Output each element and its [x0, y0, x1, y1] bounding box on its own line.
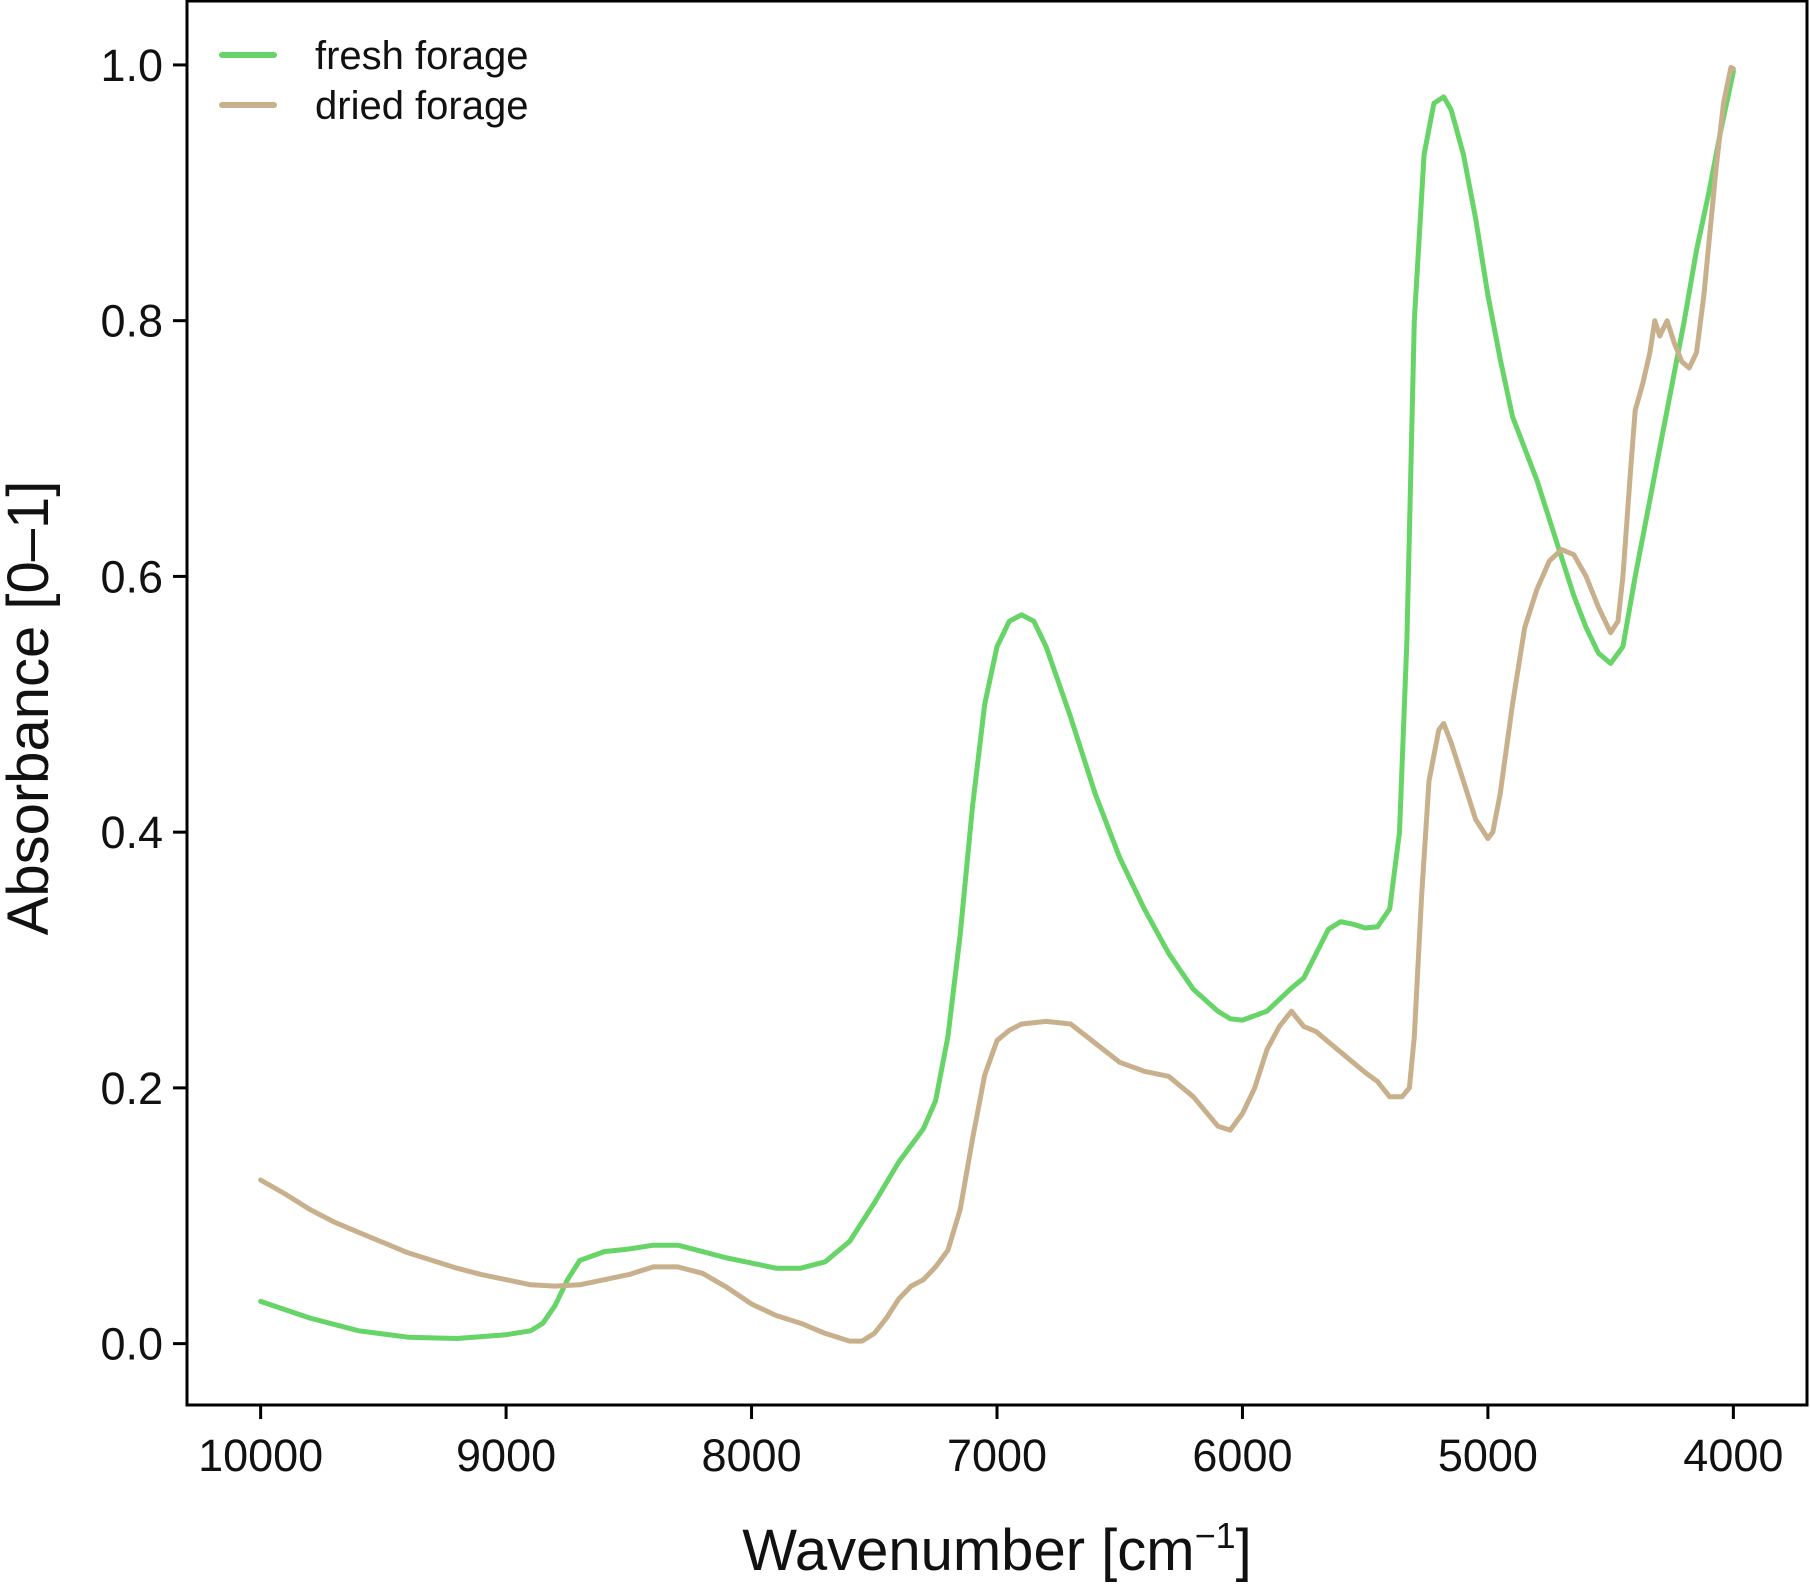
x-tick-label: 6000: [1192, 1430, 1292, 1481]
x-tick-label: 8000: [701, 1430, 801, 1481]
y-axis-ticks: 0.0 0.2 0.4 0.6 0.8 1.0: [100, 40, 187, 1370]
y-tick-label: 0.6: [100, 551, 163, 602]
legend-label-dried-forage: dried forage: [315, 84, 528, 128]
y-tick-label: 0.2: [100, 1063, 163, 1114]
x-axis-title: Wavenumber [cm−1]: [742, 1515, 1251, 1583]
series-line-dried-forage: [258, 65, 1736, 1344]
y-axis-title: Absorbance [0–1]: [0, 481, 61, 936]
plot-area: [185, 0, 1809, 1407]
series-layer: [258, 65, 1736, 1344]
x-tick-label: 5000: [1438, 1430, 1538, 1481]
y-tick-label: 0.8: [100, 296, 163, 347]
x-tick-label: 9000: [456, 1430, 556, 1481]
legend: fresh forage dried forage: [219, 34, 528, 128]
x-axis-title-superscript: −1: [1195, 1515, 1236, 1556]
legend-label-fresh-forage: fresh forage: [315, 34, 528, 78]
x-axis-ticks: 10000 9000 8000 7000 6000 5000 4000: [198, 1405, 1783, 1481]
x-tick-label: 4000: [1683, 1430, 1783, 1481]
x-tick-label: 7000: [947, 1430, 1047, 1481]
y-tick-label: 1.0: [100, 40, 163, 91]
y-tick-label: 0.0: [100, 1319, 163, 1370]
x-tick-label: 10000: [198, 1430, 323, 1481]
series-line-fresh-forage: [258, 68, 1736, 1341]
y-tick-label: 0.4: [100, 807, 163, 858]
